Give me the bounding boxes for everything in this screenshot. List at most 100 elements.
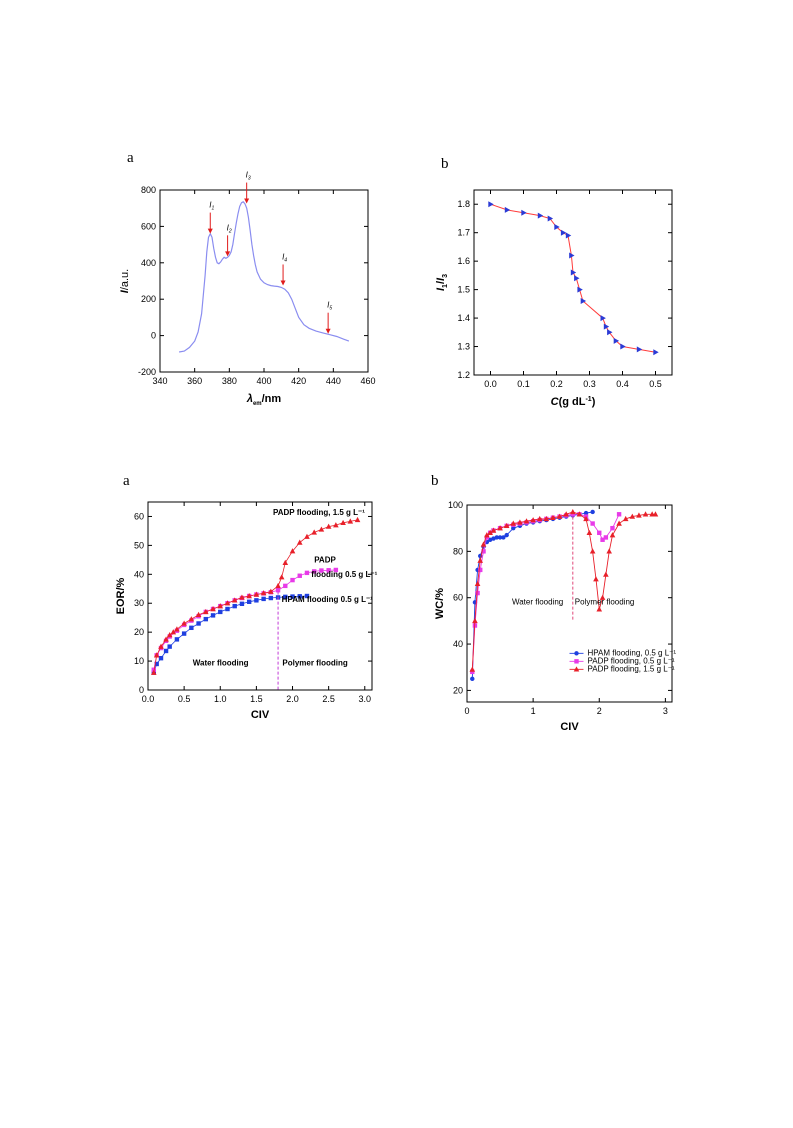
data-point — [497, 535, 503, 540]
ratio-point — [569, 252, 575, 259]
ratio-point — [574, 275, 580, 282]
water-cut-chart: 0 1 2 3 20 40 60 80 100 Water flooding Polymer flo… — [434, 500, 676, 733]
data-point — [163, 648, 169, 654]
peak-label: I5 — [327, 301, 332, 312]
y-tick-label: 20 — [134, 627, 144, 637]
y-tick-label: 0 — [139, 685, 144, 695]
ratio-point — [554, 224, 560, 230]
x-axis-label: λem/nm — [246, 393, 282, 407]
x-tick-label: 460 — [360, 376, 375, 386]
plot-frame — [466, 504, 673, 703]
data-point — [311, 569, 317, 574]
data-point — [170, 629, 177, 635]
data-point — [593, 576, 599, 582]
data-point — [600, 537, 605, 542]
data-point — [510, 520, 517, 526]
series-label-padp-0-5: flooding 0.5 g L⁻¹ — [311, 570, 377, 579]
y-tick-label: 600 — [141, 221, 156, 231]
data-point — [290, 594, 295, 599]
data-point — [484, 535, 490, 540]
data-point — [225, 606, 230, 612]
panel-letter-b-top: b — [441, 156, 449, 172]
data-point — [609, 532, 616, 538]
data-point — [629, 513, 636, 519]
data-point — [333, 522, 339, 528]
region-label-water: Water flooding — [193, 658, 249, 667]
data-point — [239, 594, 245, 600]
data-point — [589, 548, 596, 554]
y-tick-label: 10 — [134, 656, 144, 666]
data-point — [318, 526, 325, 532]
data-point — [325, 523, 332, 529]
data-point — [470, 676, 475, 682]
data-point — [469, 666, 476, 672]
data-point — [497, 525, 503, 531]
x-tick-label: 400 — [256, 376, 271, 386]
legend-label: HPAM flooding, 0.5 g L⁻¹ — [588, 648, 677, 657]
data-point — [203, 616, 209, 622]
data-point — [570, 508, 576, 515]
series-label-padp: PADP — [314, 556, 336, 565]
data-point — [517, 519, 523, 525]
data-point — [289, 548, 296, 554]
x-tick-label: 0.4 — [616, 379, 629, 389]
y-tick-label: 80 — [453, 546, 463, 556]
data-point — [275, 588, 281, 593]
data-point — [268, 595, 274, 601]
data-point — [283, 583, 288, 589]
ratio-point — [613, 337, 620, 344]
data-point — [583, 515, 589, 522]
data-point — [254, 598, 259, 603]
y-tick-label: 1.8 — [457, 199, 470, 209]
data-point — [642, 511, 649, 517]
data-point — [297, 573, 302, 578]
data-point — [261, 596, 266, 602]
data-point — [167, 644, 172, 649]
data-point — [150, 669, 157, 675]
ratio-point — [580, 298, 587, 304]
series-label-hpam: HPAM flooding 0.5 g L⁻¹ — [282, 595, 374, 604]
x-tick-label: 3 — [663, 706, 668, 716]
data-point — [163, 636, 169, 642]
data-point — [511, 525, 516, 531]
x-tick-label: 0.2 — [550, 379, 563, 389]
x-tick-label: 0.1 — [517, 379, 530, 389]
peak-arrowhead — [225, 251, 231, 257]
x-tick-label: 1.0 — [214, 694, 227, 704]
ratio-line — [490, 203, 656, 353]
data-point — [481, 549, 486, 554]
y-tick-label: 30 — [134, 598, 144, 608]
y-tick-label: 1.2 — [457, 370, 470, 380]
data-point — [319, 568, 324, 573]
y-tick-label: 1.7 — [457, 228, 470, 238]
data-point — [484, 532, 490, 538]
x-tick-label: 340 — [152, 376, 167, 386]
y-axis-label: EOR/% — [115, 577, 127, 614]
intensity-ratio-chart: 0.0 0.1 0.2 0.3 0.4 0.5 1.2 1.3 1.4 1.5 1.6 1.7 1.8 C… — [435, 189, 673, 408]
peak-label: I1 — [209, 201, 214, 212]
data-point — [282, 559, 289, 565]
data-point — [490, 527, 497, 533]
data-point — [246, 599, 252, 604]
data-point — [590, 521, 595, 526]
panel-letter-b-bottom: b — [431, 473, 439, 489]
data-point — [652, 511, 659, 517]
data-point — [536, 515, 543, 522]
data-point — [311, 529, 317, 535]
data-point — [296, 539, 303, 545]
data-point — [174, 637, 180, 642]
data-point — [523, 518, 530, 524]
data-point — [268, 588, 274, 594]
y-tick-label: 40 — [453, 639, 463, 649]
data-point — [487, 537, 493, 542]
region-label-polymer: Polymer flooding — [575, 598, 635, 607]
data-point — [297, 594, 302, 599]
y-tick-label: 100 — [448, 500, 463, 510]
data-point — [210, 613, 216, 618]
series-line — [471, 513, 620, 672]
data-point — [480, 541, 487, 547]
data-point — [158, 655, 164, 661]
y-tick-label: 200 — [141, 294, 156, 304]
data-point — [210, 606, 216, 612]
